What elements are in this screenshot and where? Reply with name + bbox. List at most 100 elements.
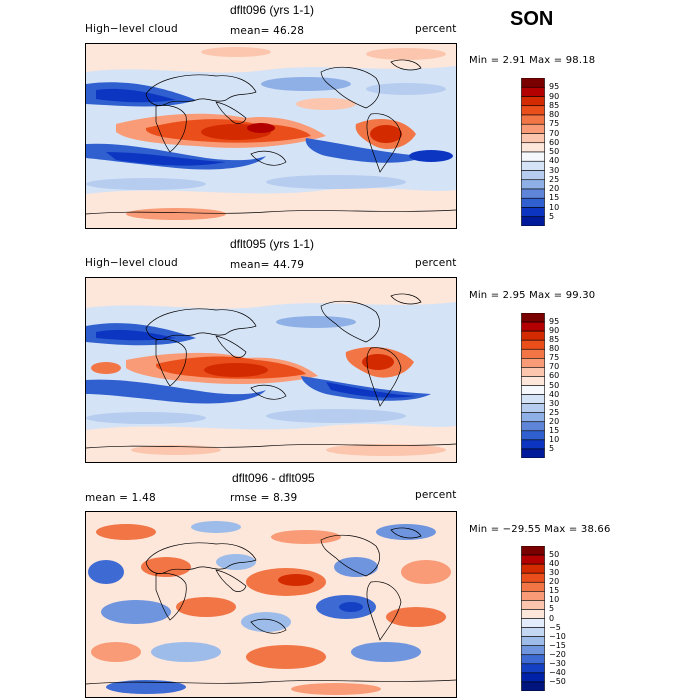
colorbar-swatch (521, 663, 545, 674)
colorbar-tick-label: −30 (549, 658, 566, 668)
colorbar-tick-label: 0 (549, 613, 555, 623)
panel3-units: percent (415, 489, 457, 501)
panel2-title: dflt095 (yrs 1-1) (230, 237, 315, 251)
colorbar-tick-label: 50 (549, 380, 560, 390)
colorbar-swatch (521, 403, 545, 413)
colorbar-swatch (521, 618, 545, 628)
panel1-title: dflt096 (yrs 1-1) (230, 3, 315, 17)
colorbar-tick-label: 15 (549, 193, 560, 203)
colorbar-tick-label: 60 (549, 371, 560, 381)
colorbar-tick-label: −10 (549, 631, 566, 641)
panel2-min-max: Min = 2.95 Max = 99.30 (469, 290, 596, 301)
colorbar-swatch (521, 312, 545, 323)
colorbar-swatch (521, 114, 545, 125)
colorbar-tick-label: 95 (549, 82, 560, 92)
colorbar-swatch (521, 348, 545, 359)
panel2-mean: mean= 44.79 (230, 259, 305, 271)
colorbar-tick-label: 20 (549, 184, 560, 193)
colorbar-tick-label: 10 (549, 595, 560, 605)
colorbar-tick-label: 90 (549, 91, 560, 101)
colorbar-tick-label: 60 (549, 137, 560, 147)
colorbar-tick-label: 20 (549, 416, 560, 426)
colorbar-tick-label: 30 (549, 398, 560, 408)
colorbar-swatch (521, 545, 545, 556)
colorbar-swatch (521, 681, 545, 692)
colorbar-tick-label: 85 (549, 335, 560, 345)
colorbar-tick-label: 70 (549, 362, 560, 372)
colorbar-swatch (521, 321, 545, 332)
panel1-map (85, 43, 457, 229)
colorbar-swatch (521, 572, 545, 583)
colorbar-swatch (521, 339, 545, 350)
colorbar-tick-label: 75 (549, 353, 560, 363)
panel2-map (85, 277, 457, 463)
colorbar-tick-label: −5 (549, 622, 561, 632)
colorbar-tick-label: 90 (549, 326, 560, 336)
colorbar-tick-label: 50 (549, 147, 560, 156)
panel1-variable-label: High−level cloud (85, 23, 178, 35)
colorbar-tick-label: 75 (549, 119, 560, 129)
panel1-colorbar (521, 77, 545, 230)
colorbar-swatch (521, 600, 545, 610)
colorbar-tick-label: 20 (549, 577, 560, 587)
colorbar-tick-label: 95 (549, 317, 560, 327)
colorbar-tick-label: 80 (549, 344, 560, 354)
panel1-map-field (86, 44, 456, 228)
colorbar-tick-label: 10 (549, 434, 560, 444)
colorbar-swatch (521, 439, 545, 450)
colorbar-tick-label: 5 (549, 604, 555, 614)
panel3-min-max: Min = −29.55 Max = 38.66 (469, 524, 611, 535)
colorbar-swatch (521, 77, 545, 88)
colorbar-swatch (521, 216, 545, 227)
colorbar-tick-label: 30 (549, 165, 560, 175)
colorbar-swatch (521, 636, 545, 646)
panel3-title: dflt096 - dflt095 (232, 471, 315, 485)
panel2-colorbar-swatches (521, 312, 545, 459)
colorbar-tick-label: 15 (549, 586, 560, 596)
colorbar-tick-label: −20 (549, 649, 566, 659)
colorbar-tick-label: 40 (549, 156, 560, 166)
colorbar-swatch (521, 563, 545, 574)
panel1-mean: mean= 46.28 (230, 25, 305, 37)
panel1-colorbar-swatches (521, 77, 545, 227)
colorbar-swatch (521, 376, 545, 386)
panel2-variable-label: High−level cloud (85, 257, 178, 269)
colorbar-swatch (521, 105, 545, 116)
panel3-map (85, 511, 457, 698)
season-label: SON (510, 8, 554, 30)
colorbar-swatch (521, 591, 545, 601)
colorbar-swatch (521, 151, 545, 162)
colorbar-swatch (521, 672, 545, 683)
colorbar-swatch (521, 581, 545, 592)
colorbar-swatch (521, 394, 545, 404)
colorbar-tick-label: 70 (549, 128, 560, 138)
colorbar-tick-label: 30 (549, 568, 560, 578)
colorbar-swatch (521, 133, 545, 144)
colorbar-swatch (521, 86, 545, 97)
colorbar-tick-label: 5 (549, 211, 555, 221)
colorbar-swatch (521, 330, 545, 341)
colorbar-swatch (521, 207, 545, 218)
colorbar-tick-label: 10 (549, 202, 560, 212)
panel2-colorbar (521, 312, 545, 462)
colorbar-swatch (521, 367, 545, 377)
colorbar-swatch (521, 179, 545, 190)
panel3-rmse: rmse = 8.39 (230, 492, 298, 504)
colorbar-tick-label: 25 (549, 174, 560, 184)
colorbar-swatch (521, 554, 545, 565)
colorbar-tick-label: 5 (549, 443, 555, 453)
colorbar-swatch (521, 123, 545, 134)
panel2-units: percent (415, 257, 457, 269)
colorbar-swatch (521, 170, 545, 181)
colorbar-swatch (521, 96, 545, 107)
colorbar-swatch (521, 430, 545, 441)
colorbar-swatch (521, 142, 545, 153)
colorbar-tick-label: 50 (549, 550, 560, 560)
colorbar-tick-label: 25 (549, 407, 560, 417)
colorbar-tick-label: −40 (549, 667, 566, 677)
colorbar-swatch (521, 412, 545, 423)
colorbar-swatch (521, 160, 545, 171)
panel3-colorbar-swatches (521, 545, 545, 692)
colorbar-swatch (521, 197, 545, 208)
colorbar-swatch (521, 421, 545, 432)
